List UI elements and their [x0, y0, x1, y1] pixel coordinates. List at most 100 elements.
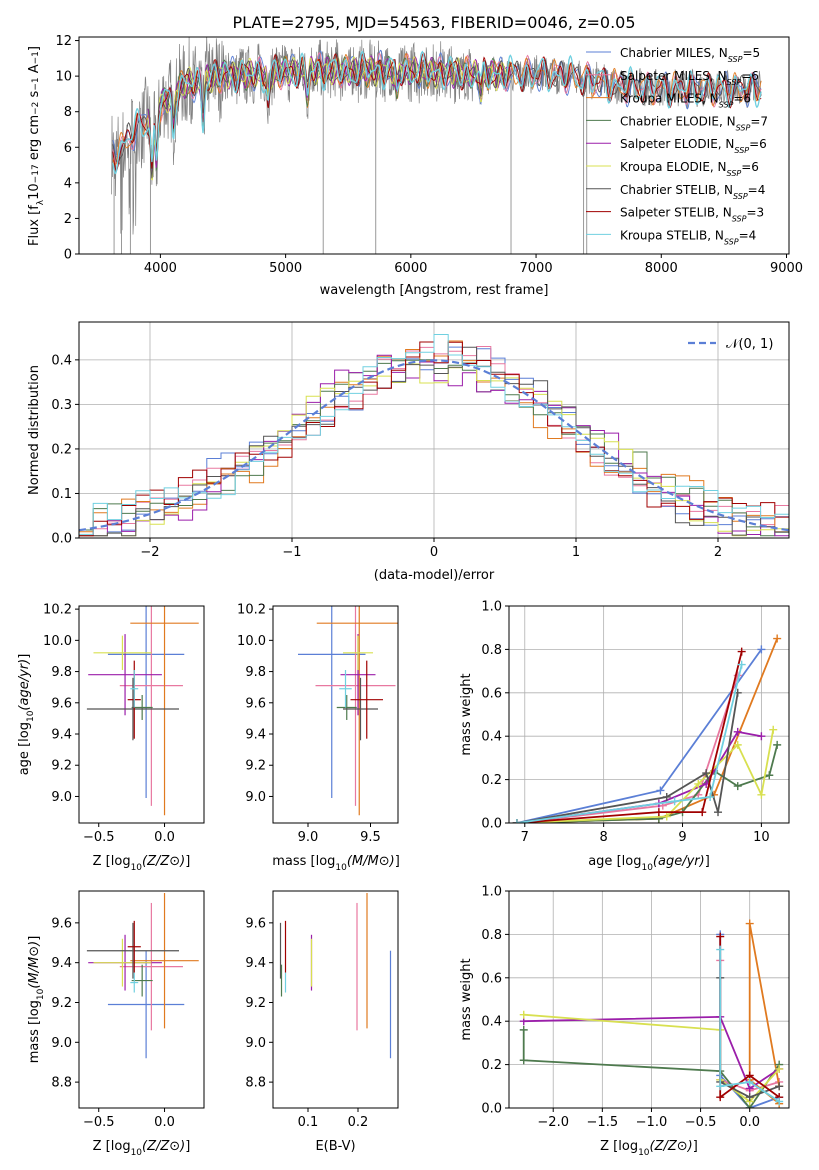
y-tick-label: 0.1 — [51, 487, 72, 502]
y-tick-label: 9.2 — [51, 996, 72, 1011]
x-tick-label: 1 — [572, 545, 580, 560]
y-tick-label: 0.0 — [481, 817, 502, 832]
axes-frame — [78, 36, 790, 255]
observed-spectrum-line — [111, 37, 762, 235]
axes-frame — [508, 890, 790, 1109]
x-axis-label: E(B-V) — [315, 1139, 355, 1154]
y-tick-label: 9.8 — [51, 665, 72, 680]
plot-area — [279, 892, 392, 1059]
x-tick-label: 2 — [714, 545, 722, 560]
y-tick-label: 12 — [55, 34, 72, 49]
y-tick-label: 1.0 — [481, 600, 502, 615]
chabrier-stelib-model-line — [112, 52, 762, 179]
x-tick-label: 8 — [600, 830, 608, 845]
x-tick-label: 9.0 — [298, 830, 319, 845]
residuals-panel: −2 −1 0 1 2 0.0 0.1 0.2 0.3 0.4 𝒩(0, 1) (data-model… — [27, 321, 790, 583]
y-tick-label: 2 — [64, 212, 72, 227]
figure-title: PLATE=2795, MJD=54563, FIBERID=0046, z=0… — [232, 13, 635, 32]
y-tick-label: 4 — [64, 176, 72, 191]
y-tick-label: 10.0 — [237, 634, 266, 649]
data-point-marker — [775, 1097, 784, 1106]
y-tick-label: 9.6 — [51, 916, 72, 931]
age-vs-metallicity-panel: −0.5 0.0 9.0 9.2 9.4 9.6 9.8 10.0 10.2 Z [log10(Z… — [17, 603, 205, 873]
x-tick-label: −1 — [282, 545, 301, 560]
y-tick-label: 10 — [55, 70, 72, 85]
x-tick-label: −0.5 — [83, 1115, 115, 1130]
plot-area — [86, 892, 199, 1059]
plot-area — [512, 634, 782, 823]
plot-area — [86, 606, 199, 816]
x-axis-label: (data-model)/error — [374, 568, 495, 583]
y-tick-label: 0.8 — [481, 643, 502, 658]
y-tick-label: 0.0 — [51, 532, 72, 547]
data-point-marker — [733, 727, 742, 736]
data-point-marker — [757, 790, 766, 799]
y-tick-label: 9.8 — [245, 665, 266, 680]
y-tick-label: 10.2 — [43, 603, 72, 618]
age-vs-mass-panel: 9.0 9.5 9.0 9.2 9.4 9.6 9.8 10.0 10.2 mass [log10… — [237, 603, 400, 873]
x-axis-label: mass [log10(M/M⊙)] — [272, 854, 400, 873]
x-axis-label: Z [log10(Z/Z⊙)] — [93, 1139, 191, 1158]
x-tick-label: −2.0 — [537, 1115, 569, 1130]
kroupa-stelib-histogram — [79, 334, 789, 538]
legend: Chabrier MILES, NSSP=5 Salpeter MILES, NS… — [586, 46, 768, 246]
data-point-marker — [733, 740, 742, 749]
mass-vs-ebv-panel: 0.1 0.2 8.8 9.0 9.2 9.4 9.6 E(B-V) — [245, 890, 399, 1154]
y-tick-label: 1.0 — [481, 885, 502, 900]
axes-frame — [272, 605, 399, 824]
kroupa-stelib-weight-line — [719, 949, 780, 1103]
x-tick-label: 9000 — [770, 261, 803, 276]
data-point-marker — [765, 771, 774, 780]
data-point-marker — [757, 732, 766, 741]
y-tick-label: 0.6 — [481, 971, 502, 986]
y-tick-label: 0.8 — [481, 928, 502, 943]
data-point-marker — [654, 808, 663, 817]
plot-area — [111, 37, 762, 254]
y-tick-label: 9.0 — [51, 1036, 72, 1051]
x-tick-label: 10 — [753, 830, 770, 845]
y-tick-label: 9.6 — [51, 696, 72, 711]
normal-distribution-curve — [79, 359, 789, 532]
y-tick-label: 8.8 — [51, 1076, 72, 1091]
data-point-marker — [694, 779, 703, 788]
data-point-marker — [716, 945, 725, 954]
spectrum-panel: 4000 5000 6000 7000 8000 9000 0 2 4 6 8 10 12 Chabrie… — [27, 34, 803, 298]
x-tick-label: 6000 — [394, 261, 427, 276]
data-point-marker — [757, 645, 766, 654]
y-tick-label: 9.2 — [51, 759, 72, 774]
y-tick-label: 9.0 — [245, 790, 266, 805]
y-tick-label: 0.4 — [51, 353, 72, 368]
y-axis-label: mass [log10(M/M⊙)] — [27, 936, 46, 1064]
legend-entry: Salpeter MILES, NSSP=6 — [620, 69, 759, 87]
data-point-marker — [716, 932, 725, 941]
data-point-marker — [745, 919, 754, 928]
plot-area — [79, 334, 789, 538]
salpeter-miles-model-line — [112, 51, 762, 165]
y-tick-label: 8.8 — [245, 1076, 266, 1091]
y-tick-label: 9.2 — [245, 759, 266, 774]
x-tick-label: −1.0 — [636, 1115, 668, 1130]
x-tick-label: 0.0 — [154, 830, 175, 845]
y-axis-label: Normed distribution — [27, 365, 42, 495]
axes-frame — [78, 605, 205, 824]
x-tick-label: 4000 — [144, 261, 177, 276]
x-tick-label: 7 — [521, 830, 529, 845]
plot-area — [519, 919, 784, 1108]
x-tick-label: −0.5 — [685, 1115, 717, 1130]
data-point-marker — [670, 797, 679, 806]
data-point-marker — [706, 792, 715, 801]
y-tick-label: 9.4 — [51, 728, 72, 743]
y-tick-label: 9.0 — [245, 1036, 266, 1051]
data-point-marker — [512, 819, 521, 823]
y-tick-label: 0.4 — [481, 1015, 502, 1030]
data-point-marker — [769, 725, 778, 734]
y-axis-label: mass weight — [459, 673, 474, 755]
axes-frame — [78, 890, 205, 1109]
legend-entry: Chabrier STELIB, NSSP=4 — [620, 183, 765, 201]
x-axis-label: Z [log10(Z/Z⊙)] — [600, 1139, 698, 1158]
kroupa-miles-model-line — [112, 53, 762, 166]
data-point-marker — [716, 1082, 725, 1091]
legend-entry: Kroupa MILES, NSSP=6 — [620, 92, 751, 110]
mass-weight-vs-age-panel: 7 8 9 10 0.0 0.2 0.4 0.6 0.8 1.0 age [log10(age/yr… — [459, 600, 790, 873]
